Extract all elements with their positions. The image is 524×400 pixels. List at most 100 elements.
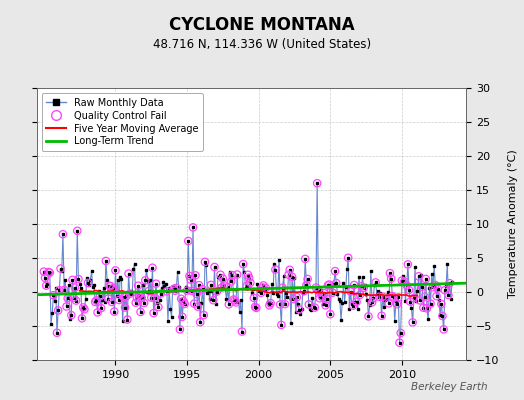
Point — [121, 304, 129, 311]
Point — [145, 288, 153, 294]
Point — [314, 288, 323, 294]
Point — [288, 274, 296, 280]
Point — [278, 284, 287, 291]
Point — [397, 330, 405, 336]
Point — [276, 301, 285, 308]
Point — [220, 282, 228, 288]
Point — [271, 266, 280, 273]
Point — [301, 256, 309, 262]
Point — [281, 301, 289, 307]
Point — [302, 282, 311, 288]
Point — [416, 297, 424, 304]
Point — [321, 302, 330, 308]
Point — [320, 290, 329, 296]
Point — [402, 282, 411, 289]
Point — [293, 294, 301, 300]
Point — [332, 280, 341, 286]
Point — [126, 290, 134, 297]
Point — [433, 286, 442, 292]
Point — [196, 319, 204, 326]
Point — [178, 314, 187, 320]
Point — [225, 301, 233, 308]
Point — [216, 272, 225, 278]
Point — [395, 340, 403, 346]
Point — [45, 269, 53, 275]
Point — [289, 296, 298, 302]
Point — [379, 294, 387, 300]
Point — [200, 312, 208, 318]
Point — [141, 277, 149, 284]
Point — [179, 298, 188, 304]
Point — [74, 276, 83, 282]
Point — [122, 293, 130, 300]
Point — [96, 293, 104, 300]
Point — [111, 267, 119, 274]
Point — [405, 287, 413, 293]
Point — [228, 272, 237, 278]
Point — [102, 258, 110, 264]
Point — [119, 294, 128, 300]
Point — [210, 264, 219, 270]
Point — [357, 283, 366, 290]
Point — [418, 284, 427, 290]
Point — [295, 306, 303, 313]
Text: CYCLONE MONTANA: CYCLONE MONTANA — [169, 16, 355, 34]
Point — [359, 285, 368, 291]
Point — [265, 302, 274, 308]
Point — [177, 296, 185, 302]
Point — [136, 309, 145, 315]
Point — [93, 309, 102, 316]
Y-axis label: Temperature Anomaly (°C): Temperature Anomaly (°C) — [508, 150, 518, 298]
Point — [368, 299, 376, 306]
Point — [162, 288, 171, 294]
Point — [277, 322, 286, 328]
Point — [124, 270, 133, 277]
Point — [123, 316, 132, 323]
Point — [261, 285, 270, 291]
Point — [286, 267, 294, 273]
Point — [137, 294, 146, 301]
Point — [73, 228, 81, 234]
Point — [257, 290, 265, 296]
Point — [157, 290, 165, 297]
Point — [49, 292, 58, 298]
Point — [329, 290, 337, 296]
Point — [60, 287, 68, 293]
Point — [78, 315, 86, 322]
Point — [140, 300, 148, 306]
Point — [80, 306, 89, 312]
Point — [190, 300, 199, 307]
Point — [201, 259, 209, 265]
Point — [324, 282, 332, 288]
Point — [185, 273, 194, 279]
Point — [364, 313, 373, 320]
Point — [403, 261, 412, 268]
Point — [207, 282, 215, 288]
Point — [322, 296, 331, 302]
Point — [71, 284, 79, 291]
Point — [105, 282, 114, 289]
Point — [238, 328, 246, 335]
Point — [243, 283, 251, 289]
Point — [258, 284, 266, 291]
Point — [171, 288, 179, 294]
Point — [106, 283, 115, 289]
Point — [219, 276, 227, 282]
Point — [152, 280, 160, 287]
Point — [398, 278, 406, 284]
Point — [40, 268, 48, 275]
Point — [285, 272, 293, 278]
Point — [352, 299, 361, 305]
Point — [110, 308, 118, 315]
Point — [184, 238, 192, 244]
Point — [84, 280, 92, 286]
Point — [54, 307, 62, 314]
Point — [217, 284, 226, 291]
Point — [246, 280, 255, 286]
Point — [432, 293, 441, 300]
Point — [107, 299, 116, 305]
Point — [62, 303, 71, 310]
Point — [356, 292, 364, 298]
Point — [232, 299, 240, 306]
Point — [213, 288, 221, 295]
